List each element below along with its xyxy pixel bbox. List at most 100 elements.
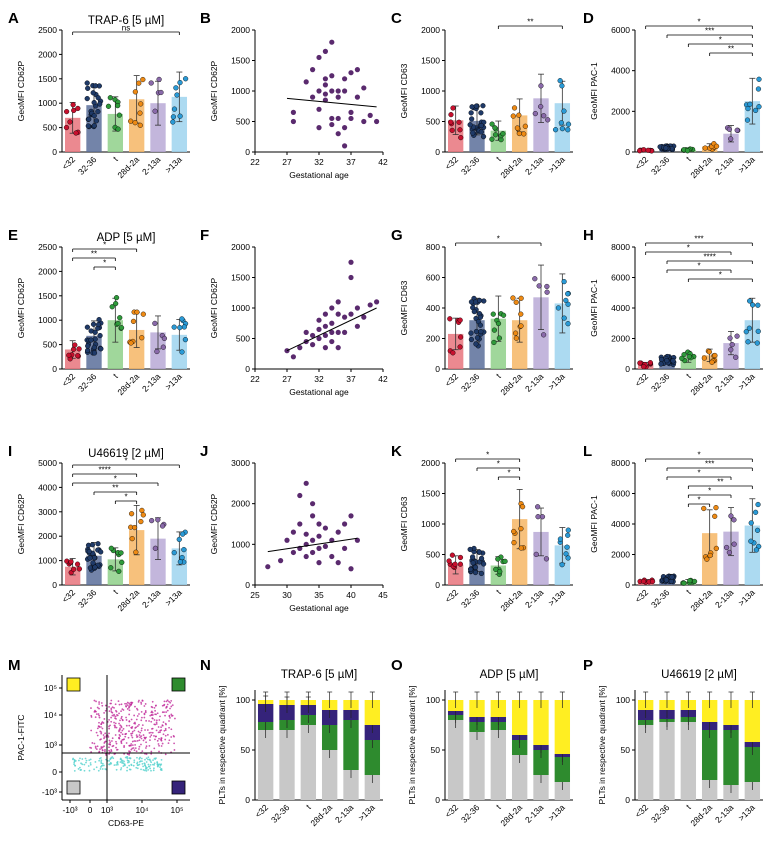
data-point: [468, 330, 474, 336]
event-dot: [136, 756, 138, 759]
event-dot: [166, 703, 169, 706]
y-axis-label: GeoMFI CD62P: [209, 493, 219, 554]
x-tick-label: 32-36: [649, 371, 672, 394]
event-dot: [109, 702, 112, 705]
event-dot: [141, 699, 144, 702]
x-tick-label: 28d-2a: [688, 154, 714, 180]
event-dot: [156, 739, 159, 742]
data-point: [521, 131, 527, 137]
data-point: [316, 326, 322, 332]
event-dot: [89, 762, 92, 764]
event-dot: [165, 700, 168, 703]
data-point: [733, 354, 739, 360]
x-tick-label: 2-13a: [140, 587, 163, 610]
data-point: [316, 125, 322, 131]
event-dot: [100, 747, 103, 750]
data-point: [516, 130, 522, 137]
event-dot: [100, 702, 103, 704]
y-tick-label: 2500: [38, 25, 57, 35]
x-tick-label: 0: [88, 805, 93, 815]
stacked-bar-segment: [511, 700, 528, 735]
data-point: [497, 568, 503, 575]
data-point: [747, 101, 753, 107]
data-point: [290, 529, 296, 535]
quadrant-swatch-navy: [171, 780, 186, 795]
data-point: [158, 89, 164, 96]
event-dot: [169, 701, 172, 704]
data-point: [491, 339, 497, 346]
data-point: [535, 504, 541, 510]
event-dot: [159, 729, 162, 732]
event-dot: [100, 764, 103, 767]
data-point: [310, 332, 316, 339]
data-point: [755, 302, 761, 308]
stacked-bar-segment: [533, 750, 549, 775]
data-point: [329, 329, 335, 335]
stacked-bar-segment: [701, 780, 718, 800]
data-point: [68, 559, 74, 565]
data-point: [322, 323, 328, 329]
data-point: [85, 347, 91, 354]
stacked-bar-segment: [321, 725, 338, 750]
event-dot: [110, 699, 113, 702]
data-point: [731, 541, 737, 547]
x-tick-label: >13a: [546, 587, 567, 608]
data-point: [160, 344, 166, 350]
x-tick-label: 40: [346, 590, 356, 600]
data-point: [750, 302, 756, 308]
data-point: [752, 107, 759, 113]
event-dot: [136, 715, 139, 717]
event-dot: [115, 726, 118, 729]
event-dot: [125, 716, 127, 719]
event-dot: [95, 700, 97, 703]
data-point: [500, 131, 506, 137]
panel-label-P: P: [583, 657, 593, 674]
data-point: [348, 109, 354, 115]
y-tick-label: 500: [426, 117, 440, 127]
y-tick-label: 1500: [231, 56, 250, 66]
event-dot: [154, 738, 156, 741]
data-point: [159, 523, 166, 529]
data-point: [181, 324, 187, 330]
x-tick-label: 2-13a: [523, 154, 546, 177]
significance-label: *: [497, 460, 500, 469]
data-point: [754, 340, 760, 346]
data-point: [348, 311, 354, 317]
event-dot: [126, 757, 129, 760]
stacked-bar-segment: [469, 732, 485, 800]
data-point: [303, 553, 309, 560]
event-dot: [128, 757, 131, 759]
event-dot: [126, 769, 128, 772]
x-tick-label: 30: [282, 590, 292, 600]
data-point: [457, 554, 464, 561]
event-dot: [163, 703, 166, 706]
data-point: [743, 329, 749, 335]
event-dot: [94, 716, 97, 719]
event-dot: [120, 703, 123, 706]
data-point: [85, 343, 91, 349]
data-point: [561, 315, 567, 321]
y-tick-label: 10⁴: [44, 710, 57, 720]
data-point: [342, 545, 348, 552]
data-point: [354, 305, 360, 311]
event-dot: [140, 743, 142, 746]
data-point: [447, 316, 453, 322]
event-dot: [136, 762, 138, 765]
y-axis-label: PLTs in respective quadrant [%]: [407, 686, 417, 805]
panel-label-D: D: [583, 10, 594, 27]
data-point: [297, 345, 303, 351]
event-dot: [150, 769, 152, 772]
data-point: [310, 67, 316, 73]
data-point: [545, 117, 551, 123]
data-point: [468, 299, 475, 305]
event-dot: [94, 747, 97, 749]
y-tick-label: 50: [431, 745, 441, 755]
data-point: [753, 547, 760, 553]
data-point: [342, 314, 348, 320]
event-dot: [168, 726, 170, 729]
y-tick-label: 1000: [421, 519, 440, 529]
event-dot: [98, 721, 100, 724]
y-axis-label: GeoMFI CD63: [399, 280, 409, 335]
